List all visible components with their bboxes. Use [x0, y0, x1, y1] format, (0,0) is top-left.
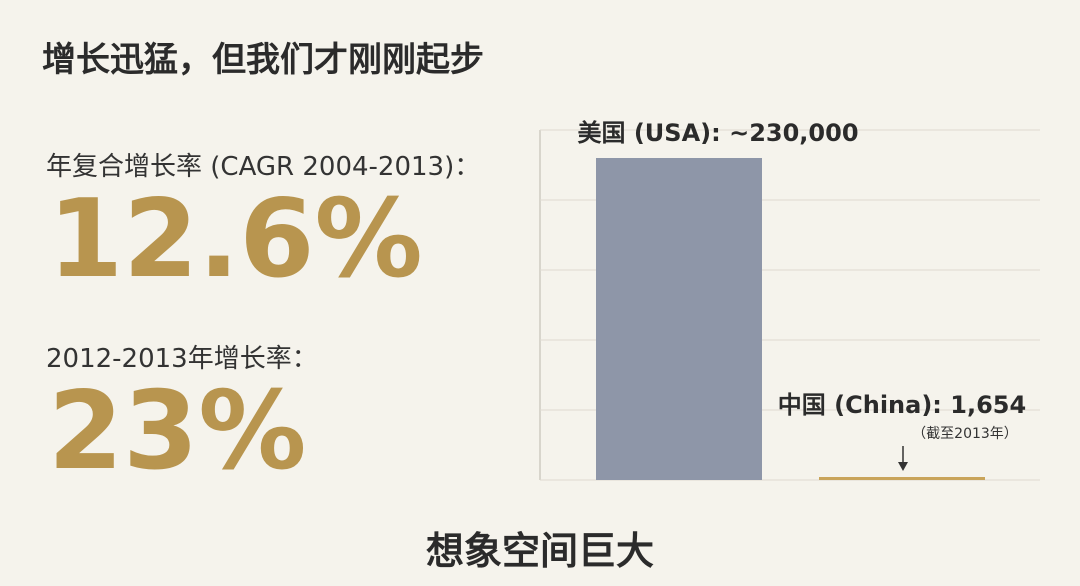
value-label: ~230,000 [729, 119, 858, 147]
stat-label: 年复合增长率 (CAGR 2004-2013)： [46, 152, 481, 182]
annotation: （截至2013年） [912, 426, 1018, 442]
footer: 想象空间巨大 [425, 529, 654, 573]
stat-value: 12.6% [48, 177, 423, 302]
arrow-head [898, 462, 908, 471]
bar [596, 158, 762, 480]
data-label: 中国 (China): 1,654 [778, 391, 1026, 419]
title: 增长迅猛，但我们才刚刚起步 [42, 40, 484, 80]
bar [819, 477, 985, 480]
stat-label: 2012-2013年增长率： [46, 344, 318, 374]
stat-value: 23% [48, 369, 307, 494]
category-label: 美国 (USA): [577, 119, 720, 147]
value-label: 1,654 [950, 391, 1026, 419]
data-label: 美国 (USA): ~230,000 [577, 119, 858, 147]
category-label: 中国 (China): [778, 391, 942, 419]
